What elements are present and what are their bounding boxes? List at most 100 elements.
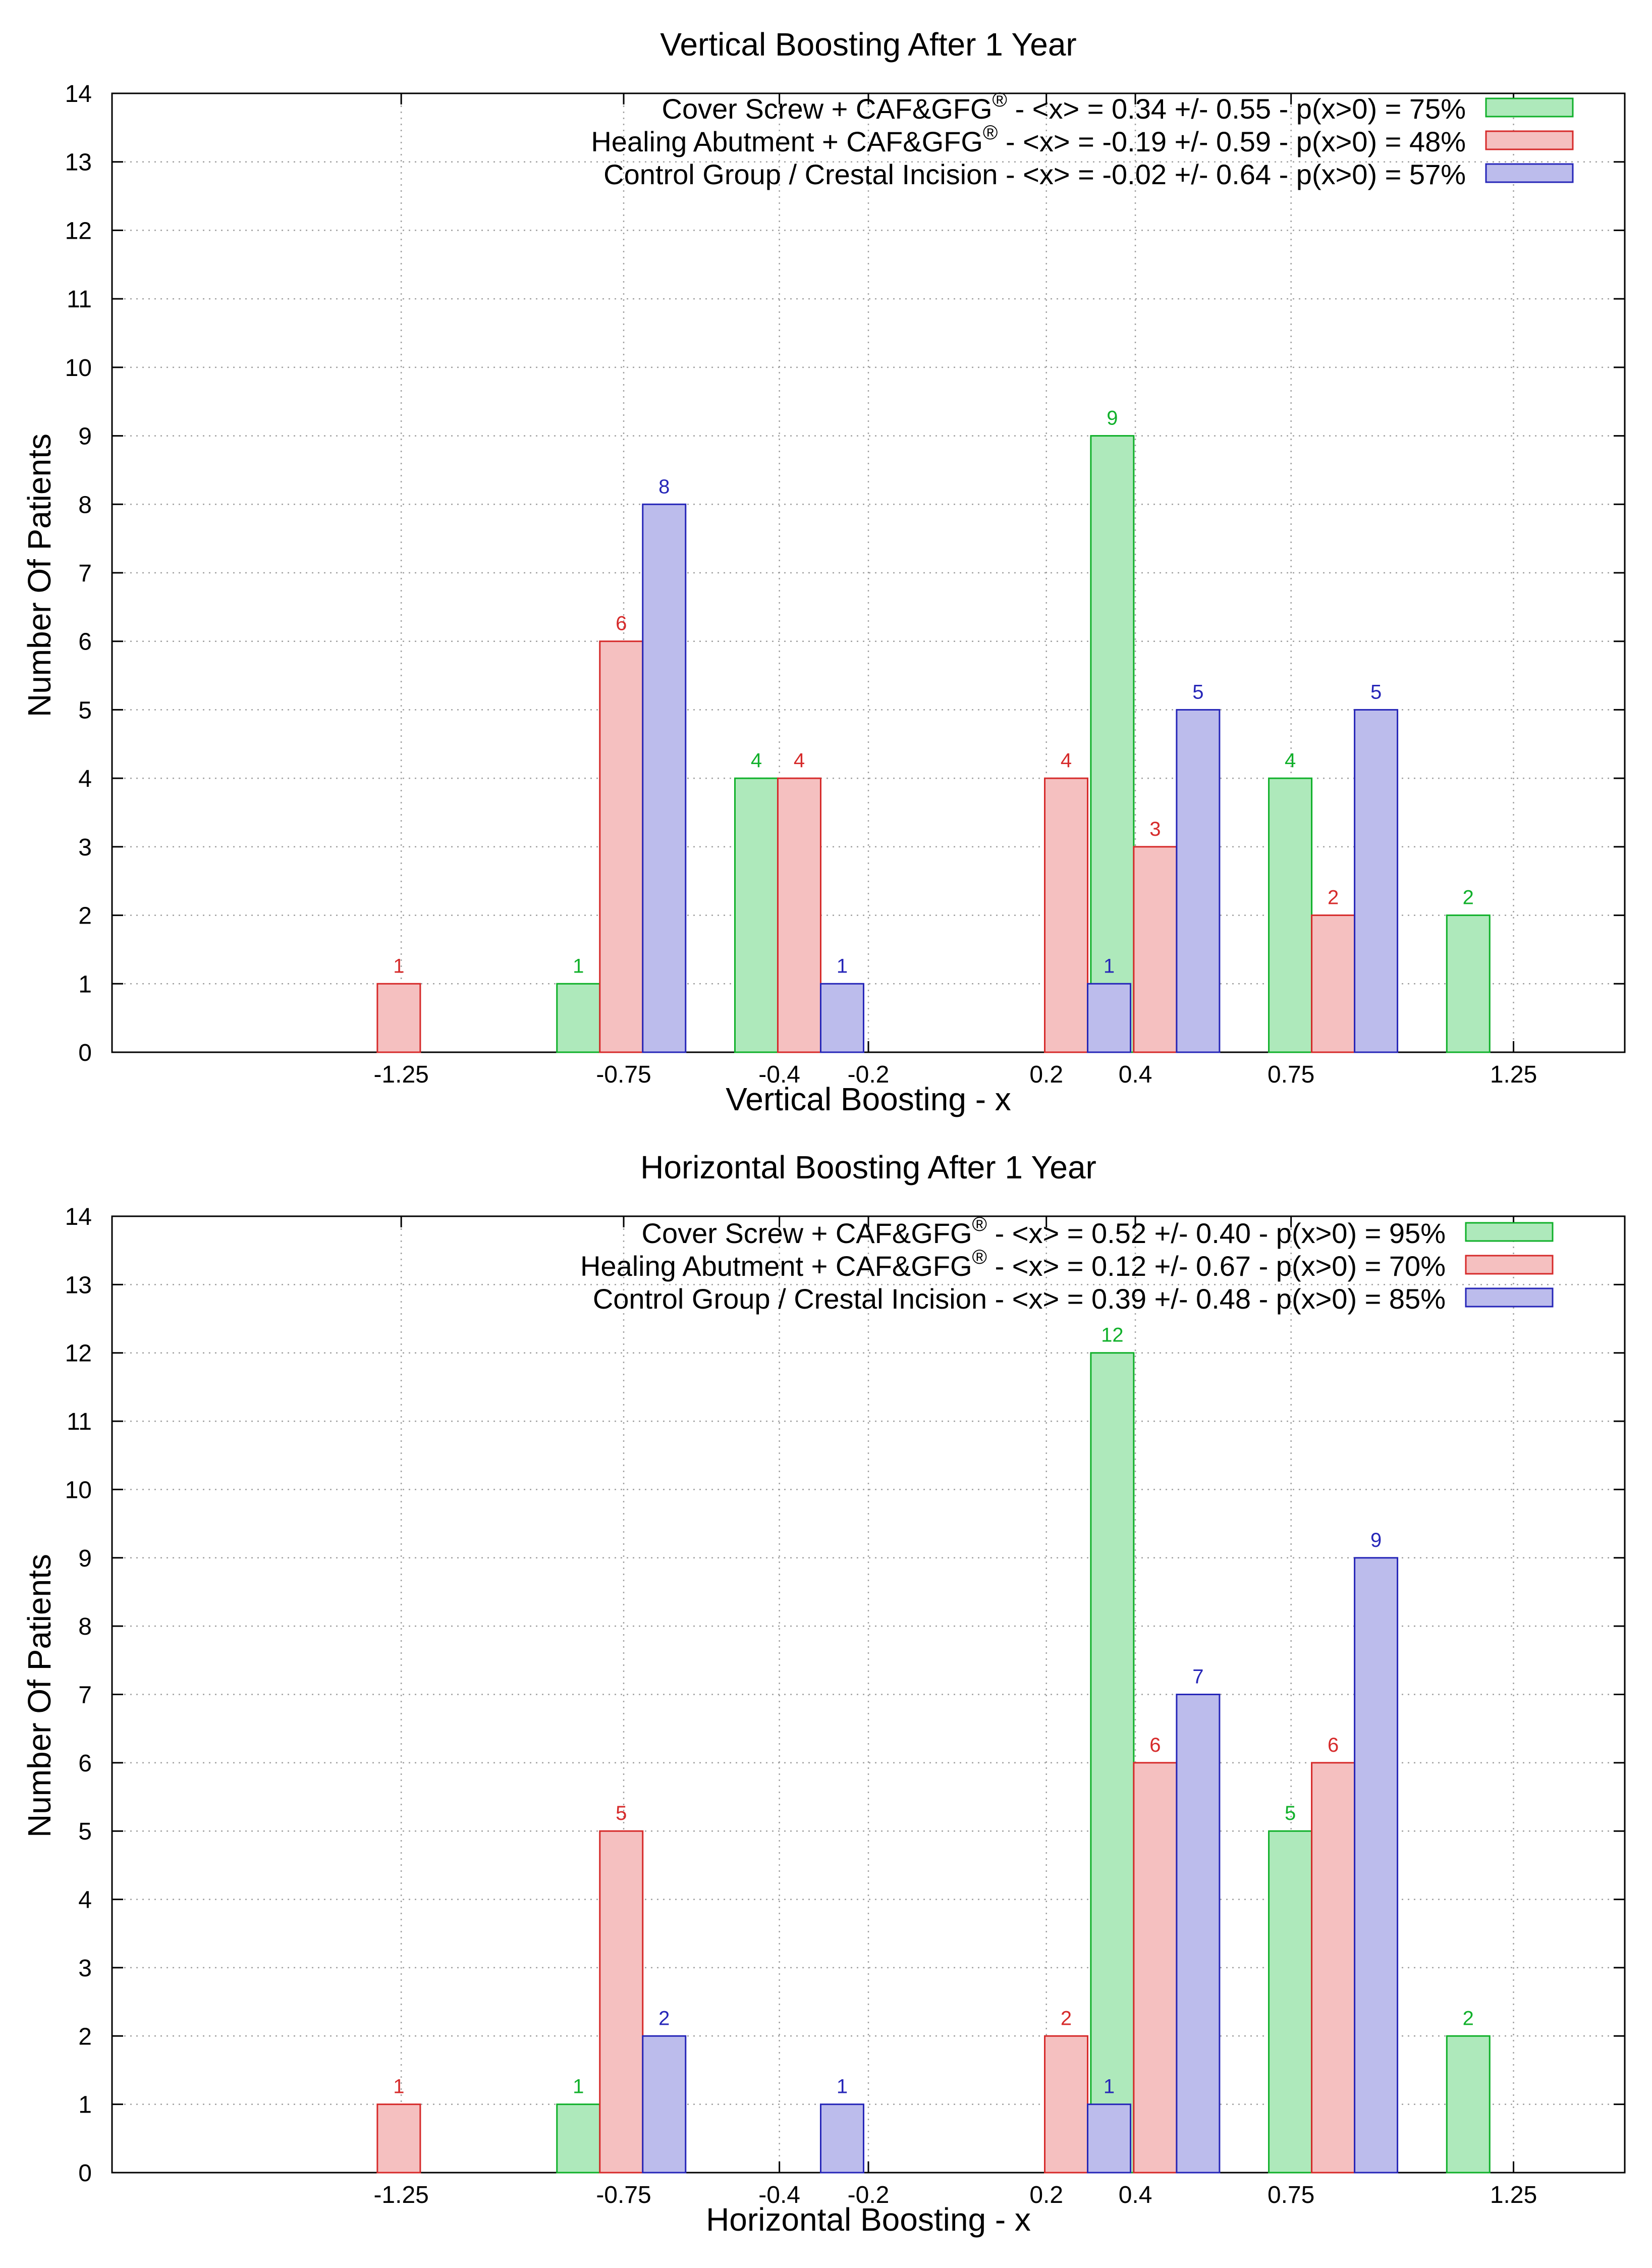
x-tick-label: 0.4 [1119,1061,1152,1088]
chart-panel-2: Horizontal Boosting After 1 Year01234567… [21,1149,1626,2238]
y-tick-label: 14 [65,1204,92,1230]
y-tick-label: 10 [65,1477,92,1503]
y-tick-label: 11 [67,1409,92,1435]
bar-value-label: 2 [1463,2007,1474,2029]
legend-entry-label: Cover Screw + CAF&GFG® - <x> = 0.34 +/- … [662,89,1466,125]
bar-value-label: 2 [1463,887,1474,909]
y-tick-label: 14 [65,81,92,107]
bar-value-label: 9 [1370,1529,1382,1551]
x-tick-label: 0.75 [1268,1061,1314,1088]
x-tick-label: 0.2 [1029,1061,1063,1088]
bar-value-label: 2 [1328,887,1339,909]
bar [1176,1694,1221,2174]
legend: Cover Screw + CAF&GFG® - <x> = 0.52 +/- … [580,1213,1554,1315]
bar [1176,709,1221,1053]
y-tick-label: 0 [78,1040,92,1066]
y-tick-label: 1 [78,2092,92,2119]
y-tick-label: 6 [78,629,92,656]
y-tick-label: 2 [78,2023,92,2050]
bar-value-label: 4 [751,749,762,772]
y-axis-label: Number Of Patients [21,434,58,717]
bar [376,983,421,1053]
bar [1044,2035,1089,2174]
x-tick-label: 1.25 [1490,2182,1537,2208]
legend-entry-label: Healing Abutment + CAF&GFG® - <x> = 0.12… [580,1246,1446,1282]
bar [1090,1352,1135,2174]
bar-value-label: 2 [658,2007,670,2029]
y-tick-label: 5 [78,1818,92,1845]
x-tick-label: -0.4 [758,2182,800,2208]
x-tick-label: -0.75 [596,2182,651,2208]
bar [642,2035,687,2174]
bar-value-label: 6 [1149,1734,1161,1756]
x-tick-label: 1.25 [1490,1061,1537,1088]
bar [819,983,864,1053]
bar [734,777,779,1053]
bar [1133,1762,1178,2174]
x-tick-label: -0.75 [596,1061,651,1088]
y-tick-label: 1 [78,971,92,998]
chart-panel-1: Vertical Boosting After 1 Year0123456789… [21,26,1626,1117]
y-tick-label: 7 [78,560,92,587]
y-tick-label: 0 [78,2160,92,2187]
y-tick-label: 3 [78,1955,92,1982]
bar-value-label: 4 [794,749,805,772]
x-tick-label: -1.25 [373,2182,428,2208]
bar-value-label: 4 [1061,749,1072,772]
y-tick-label: 4 [78,1887,92,1914]
bar-value-label: 5 [1285,1802,1296,1824]
y-tick-label: 13 [65,149,92,176]
bar-value-label: 5 [616,1802,627,1824]
bar [1090,435,1135,1053]
y-tick-label: 2 [78,903,92,930]
y-tick-label: 11 [67,286,92,313]
bar [599,1830,644,2174]
legend-swatch [1465,1287,1554,1308]
bar-value-label: 8 [658,475,670,498]
bar [1311,914,1356,1053]
y-tick-label: 8 [78,492,92,518]
bar [1446,914,1491,1053]
bar [1354,709,1399,1053]
y-tick-label: 13 [65,1272,92,1299]
bar-value-label: 3 [1149,818,1161,840]
legend-swatch [1485,163,1574,183]
y-tick-label: 12 [65,1340,92,1367]
y-tick-label: 8 [78,1613,92,1640]
y-tick-label: 7 [78,1682,92,1709]
bar-value-label: 1 [393,955,404,977]
bar [556,2103,601,2174]
x-tick-label: 0.4 [1119,2182,1152,2208]
x-tick-label: -0.2 [848,2182,890,2208]
bar [1446,2035,1491,2174]
x-axis-label: Horizontal Boosting - x [706,2201,1031,2238]
bar-value-label: 1 [837,2076,848,2098]
bar-value-label: 6 [1328,1734,1339,1756]
bar-value-label: 1 [1104,955,1115,977]
bar-value-label: 1 [573,2076,584,2098]
bar-value-label: 5 [1370,681,1382,703]
bar [642,503,687,1053]
x-axis-label: Vertical Boosting - x [726,1081,1011,1117]
legend-entry-label: Control Group / Crestal Incision - <x> =… [603,158,1466,190]
legend: Cover Screw + CAF&GFG® - <x> = 0.34 +/- … [591,89,1574,190]
y-tick-label: 10 [65,355,92,382]
bar [819,2103,864,2174]
y-tick-label: 9 [78,1545,92,1572]
bar [1311,1762,1356,2174]
bar [1354,1557,1399,2174]
x-tick-label: 0.75 [1268,2182,1314,2208]
y-tick-label: 3 [78,834,92,861]
bar [556,983,601,1053]
bar [1044,777,1089,1053]
bar [1268,777,1313,1053]
chart-title: Horizontal Boosting After 1 Year [640,1149,1096,1185]
bar-value-label: 1 [573,955,584,977]
y-tick-label: 4 [78,766,92,792]
bar [376,2103,421,2174]
y-tick-label: 9 [78,423,92,450]
bar-value-label: 1 [837,955,848,977]
y-axis-label: Number Of Patients [21,1554,58,1838]
